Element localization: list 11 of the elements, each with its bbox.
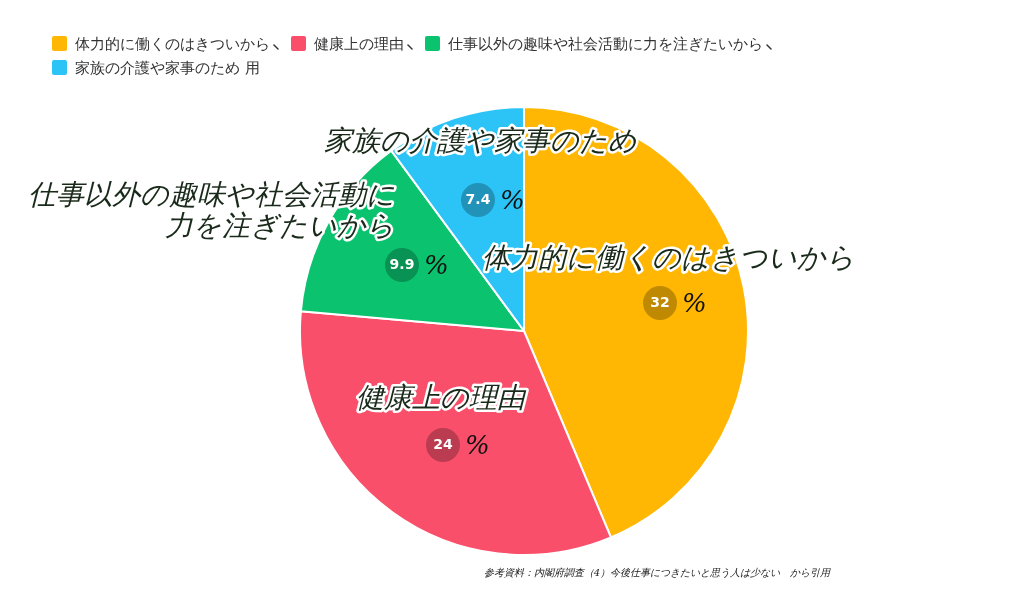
data-label: 32 % (650, 287, 707, 318)
legend-label: 体力的に働くのはきついから (74, 35, 271, 53)
text: 体力的に働くのはきついから (481, 241, 855, 275)
legend-label: 家族の介護や家事のため 用 (74, 59, 260, 77)
legend-label: 仕事以外の趣味や社会活動に力を注ぎたいから (447, 35, 764, 53)
text: 参考資料：内閣府調査（4）今後仕事につきたいと思う人は少ない から引用 (483, 566, 832, 578)
data-label: 9.9 % (389, 249, 449, 280)
legend-label: 健康上の理由 (313, 35, 405, 53)
data-label: 24 % (433, 429, 490, 460)
text: 健康上の理由 (355, 381, 527, 415)
data-label: 7.4 % (465, 184, 525, 215)
